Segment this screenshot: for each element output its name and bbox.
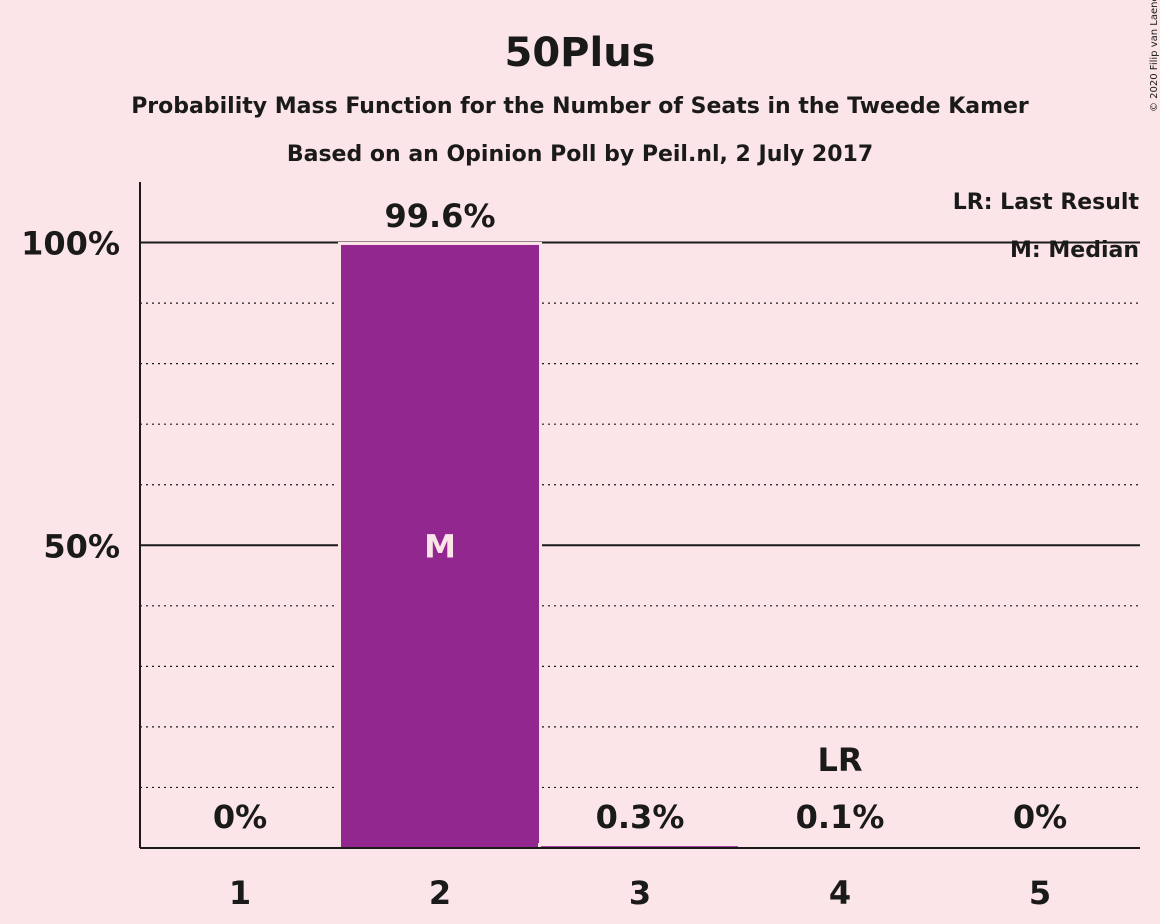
y-tick-label: 50% [43,527,120,565]
grid [140,241,1140,789]
value-label: 0% [1013,798,1067,836]
value-label: 0% [213,798,267,836]
x-tick-label: 5 [1029,874,1051,912]
axes [139,182,1140,849]
chart-subtitle: Probability Mass Function for the Number… [131,94,1029,119]
median-marker: M [424,527,456,565]
value-label: 0.3% [596,798,685,836]
bar-halo [738,844,942,848]
y-tick-label: 100% [21,225,120,263]
labels: 50% 100% 0% 99.6% 0.3% 0.1% 0% M LR 1 2 3 4 5 [21,197,1067,912]
copyright-text: © 2020 Filip van Laenen [1149,0,1160,112]
chart-title: 50Plus [505,30,656,76]
x-tick-label: 4 [829,874,851,912]
value-label: 99.6% [384,197,495,235]
legend: LR: Last Result M: Median [953,190,1140,263]
bar [341,244,539,848]
x-tick-label: 1 [229,874,251,912]
legend-last-result: LR: Last Result [953,190,1140,215]
value-label: 0.1% [796,798,885,836]
bar-halo [538,843,742,848]
chart-subtitle-source: Based on an Opinion Poll by Peil.nl, 2 J… [287,142,873,167]
last-result-marker: LR [817,741,862,779]
x-tick-label: 2 [429,874,451,912]
x-tick-label: 3 [629,874,651,912]
legend-median: M: Median [1010,238,1139,263]
